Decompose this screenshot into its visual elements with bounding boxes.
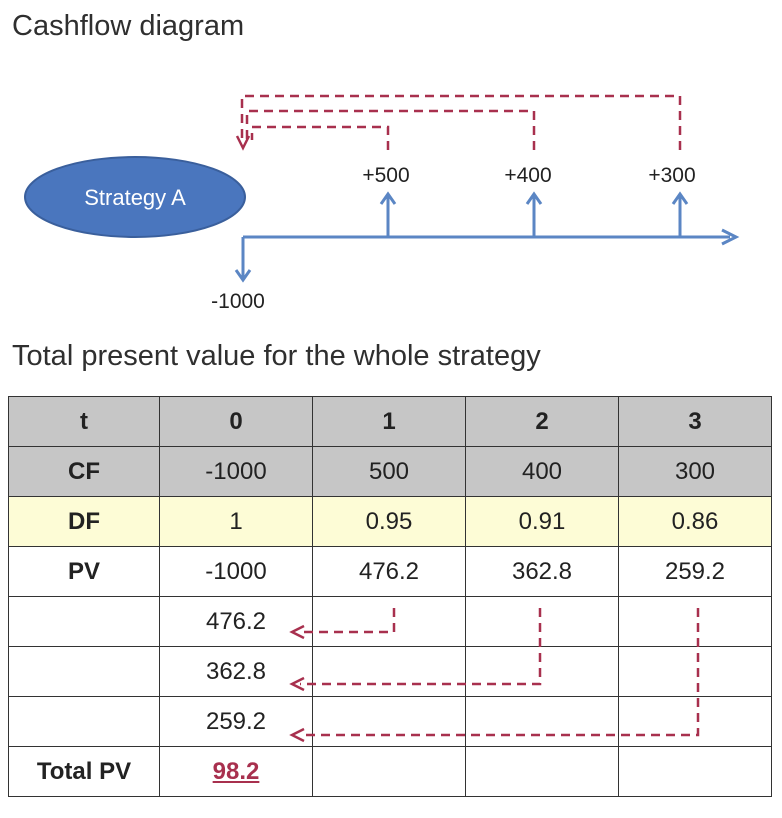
header-cell: 1	[312, 396, 466, 447]
table-cell: 400	[465, 446, 619, 497]
header-cell: 3	[618, 396, 772, 447]
header-cell: 0	[159, 396, 313, 447]
moved-value: 476.2	[159, 596, 313, 647]
table-cell: -1000	[159, 546, 313, 597]
inflow-label-1: +500	[362, 164, 409, 187]
inflow-arrow-2	[525, 191, 543, 237]
table-cell: 362.8	[465, 546, 619, 597]
inflow-label-2: +400	[504, 164, 551, 187]
total-pv-value: 98.2	[212, 757, 260, 785]
table-cell: 0.86	[618, 496, 772, 547]
table-row-pv: PV -1000 476.2 362.8 259.2	[8, 546, 772, 597]
inflow-label-3: +300	[648, 164, 695, 187]
inflow-arrow-1	[379, 191, 397, 237]
moved-value: 259.2	[159, 696, 313, 747]
table-heading: Total present value for the whole strate…	[12, 340, 541, 372]
row-label-cf: CF	[8, 446, 160, 497]
cashflow-diagram: Strategy A -1000 +500 +400 +300	[24, 94, 740, 313]
discount-path-3	[240, 94, 682, 150]
empty-cell	[618, 596, 772, 647]
diagram-heading: Cashflow diagram	[12, 10, 245, 42]
empty-cell	[465, 696, 619, 747]
header-cell: t	[8, 396, 160, 447]
table-cell: 476.2	[312, 546, 466, 597]
table-cell: 0.95	[312, 496, 466, 547]
table-row-total: Total PV 98.2	[8, 746, 772, 797]
strategy-ellipse	[24, 156, 246, 238]
table-cell: 259.2	[618, 546, 772, 597]
empty-cell	[8, 696, 160, 747]
strategy-label: Strategy A	[84, 185, 186, 210]
table-cell: -1000	[159, 446, 313, 497]
empty-cell	[618, 646, 772, 697]
inflow-arrow-3	[671, 191, 689, 237]
empty-cell	[312, 646, 466, 697]
empty-cell	[465, 746, 619, 797]
empty-cell	[312, 596, 466, 647]
timeline-arrowhead	[721, 228, 740, 246]
moved-value: 362.8	[159, 646, 313, 697]
table-cell: 300	[618, 446, 772, 497]
empty-cell	[312, 746, 466, 797]
row-label-pv: PV	[8, 546, 160, 597]
table-row-moved-2: 362.8	[8, 646, 772, 697]
discount-path-1	[250, 125, 390, 150]
empty-cell	[8, 646, 160, 697]
table-cell: 1	[159, 496, 313, 547]
table-cell: 0.91	[465, 496, 619, 547]
table-row-moved-3: 259.2	[8, 696, 772, 747]
row-label-total: Total PV	[8, 746, 160, 797]
empty-cell	[618, 746, 772, 797]
empty-cell	[465, 596, 619, 647]
empty-cell	[465, 646, 619, 697]
total-pv-cell: 98.2	[159, 746, 313, 797]
empty-cell	[618, 696, 772, 747]
empty-cell	[8, 596, 160, 647]
discount-path-2	[245, 109, 536, 150]
discount-arrowhead	[235, 135, 251, 151]
header-cell: 2	[465, 396, 619, 447]
table-row-moved-1: 476.2	[8, 596, 772, 647]
table-row-cf: CF -1000 500 400 300	[8, 446, 772, 497]
table-row-t: t 0 1 2 3	[8, 396, 772, 447]
table-row-df: DF 1 0.95 0.91 0.86	[8, 496, 772, 547]
row-label-df: DF	[8, 496, 160, 547]
outflow-label: -1000	[211, 290, 265, 313]
table-cell: 500	[312, 446, 466, 497]
empty-cell	[312, 696, 466, 747]
present-value-table: t 0 1 2 3 CF -1000 500 400 300 DF 1 0.95…	[8, 396, 772, 797]
